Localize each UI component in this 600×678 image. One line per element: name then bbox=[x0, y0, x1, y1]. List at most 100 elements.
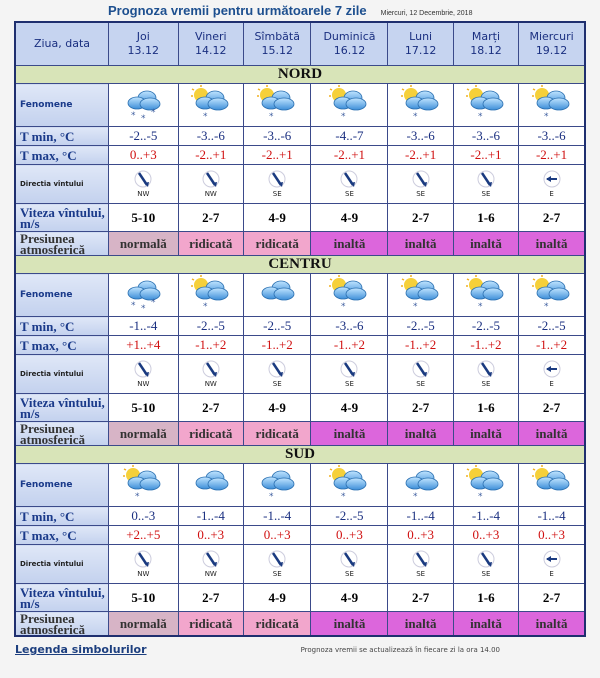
wind-arrow-icon bbox=[244, 550, 311, 570]
weather-icon-cell bbox=[177, 463, 244, 507]
vit-value: 2-7 bbox=[177, 203, 244, 232]
current-date: Miercuri, 12 Decembrie, 2018 bbox=[380, 10, 473, 17]
pr-value: inaltă bbox=[518, 611, 586, 637]
row-label: T min, °C bbox=[14, 506, 109, 526]
row-label: Presiunea atmosferică bbox=[14, 611, 109, 637]
wind-direction-cell: SE bbox=[387, 544, 454, 584]
wind-direction-label: NW bbox=[137, 190, 150, 198]
pr-value: normală bbox=[108, 231, 179, 256]
row-label: Directia vîntului bbox=[14, 164, 109, 204]
svg-text:*: * bbox=[413, 112, 418, 122]
sun-snow-weather-icon: * bbox=[327, 275, 371, 316]
cloud-snow-weather-icon: * bbox=[399, 470, 443, 506]
svg-text:*: * bbox=[269, 492, 274, 502]
day-name: Miercuri bbox=[529, 30, 574, 43]
row-label: Presiunea atmosferică bbox=[14, 421, 109, 446]
tmax-value: 0..+3 bbox=[518, 525, 586, 545]
pr-value: inaltă bbox=[452, 611, 520, 637]
vit-value: 4-9 bbox=[310, 393, 389, 422]
wind-direction-label: SE bbox=[272, 570, 282, 578]
sun-snow-weather-icon: * bbox=[530, 85, 574, 126]
svg-text:*: * bbox=[413, 302, 418, 312]
wind-direction-row: Directia vîntului NW NW SE SE SE SE E bbox=[14, 164, 586, 204]
tmax-row: T max, °C +1..+4 -1..+2 -1..+2 -1..+2 -1..+2-… bbox=[14, 335, 586, 355]
wind-arrow-icon bbox=[454, 550, 518, 570]
cloud-weather-icon bbox=[189, 470, 233, 506]
svg-text:*: * bbox=[203, 112, 208, 122]
tmin-value: -2..-5 bbox=[387, 316, 454, 336]
svg-text:*: * bbox=[131, 111, 136, 121]
weather-icon-cell: * * * bbox=[108, 273, 179, 317]
wind-arrow-icon bbox=[311, 550, 387, 570]
vit-value: 4-9 bbox=[310, 583, 389, 612]
phenomena-row: Fenomene * * * * * bbox=[14, 463, 586, 507]
row-label: Presiunea atmosferică bbox=[14, 231, 109, 256]
legend-link[interactable]: Legenda simbolurilor bbox=[15, 643, 147, 656]
tmin-value: -3..-6 bbox=[518, 126, 586, 146]
tmax-value: +1..+4 bbox=[108, 335, 179, 355]
page-footer: Legenda simbolurilor Prognoza vremii se … bbox=[0, 637, 600, 656]
wind-direction-label: SE bbox=[481, 380, 491, 388]
sun-snow-weather-icon: * bbox=[530, 275, 574, 316]
tmax-value: 0..+3 bbox=[242, 525, 312, 545]
phenomena-row: Fenomene * * * * * * * * bbox=[14, 273, 586, 317]
day-name: Sîmbătă bbox=[254, 30, 300, 43]
vit-value: 2-7 bbox=[518, 203, 586, 232]
sun-snow-weather-icon: * bbox=[189, 85, 233, 126]
wind-direction-label: NW bbox=[137, 380, 150, 388]
tmax-value: -1..+2 bbox=[387, 335, 454, 355]
sun-snow-weather-icon: * bbox=[255, 85, 299, 126]
pr-value: inaltă bbox=[387, 421, 454, 446]
tmax-value: -2..+1 bbox=[387, 145, 454, 165]
day-name: Luni bbox=[409, 30, 433, 43]
weather-icon-cell: * bbox=[242, 83, 312, 127]
svg-text:*: * bbox=[478, 112, 483, 122]
svg-text:*: * bbox=[203, 302, 208, 312]
wind-arrow-icon bbox=[109, 170, 178, 190]
tmax-value: -1..+2 bbox=[518, 335, 586, 355]
wind-direction-cell: E bbox=[518, 354, 586, 394]
weather-icon-cell: * bbox=[387, 463, 454, 507]
wind-arrow-icon bbox=[519, 360, 584, 380]
day-header: Joi 13.12 bbox=[108, 21, 179, 66]
vit-value: 5-10 bbox=[108, 583, 179, 612]
wind-direction-label: E bbox=[549, 380, 554, 388]
wind-direction-label: SE bbox=[272, 190, 282, 198]
weather-icon-cell: * bbox=[518, 273, 586, 317]
vit-value: 1-6 bbox=[452, 583, 520, 612]
vit-value: 2-7 bbox=[387, 583, 454, 612]
wind-direction-cell: E bbox=[518, 164, 586, 204]
svg-text:*: * bbox=[413, 492, 418, 502]
tmax-row: T max, °C 0..+3 -2..+1 -2..+1 -2..+1 -2..+1 -2… bbox=[14, 145, 586, 165]
wind-arrow-icon bbox=[109, 360, 178, 380]
wind-direction-label: NW bbox=[204, 190, 217, 198]
day-header: Marți 18.12 bbox=[452, 21, 520, 66]
wind-direction-cell: SE bbox=[310, 544, 389, 584]
pr-value: inaltă bbox=[387, 611, 454, 637]
tmin-value: -2..-5 bbox=[177, 316, 244, 336]
row-label: T max, °C bbox=[14, 145, 109, 165]
vit-value: 2-7 bbox=[387, 393, 454, 422]
pressure-row: Presiunea atmosferică normală ridicată ridi… bbox=[14, 231, 586, 256]
region-row: CENTRU bbox=[14, 255, 586, 274]
pr-value: inaltă bbox=[387, 231, 454, 256]
pr-value: ridicată bbox=[242, 611, 312, 637]
wind-direction-cell: SE bbox=[452, 354, 520, 394]
wind-direction-cell: NW bbox=[108, 544, 179, 584]
wind-direction-cell: NW bbox=[177, 354, 244, 394]
wind-direction-row: Directia vîntului NW NW SE SE SE SE E bbox=[14, 544, 586, 584]
tmin-value: -4..-7 bbox=[310, 126, 389, 146]
tmax-value: -1..+2 bbox=[177, 335, 244, 355]
row-label: Fenomene bbox=[14, 273, 109, 317]
wind-direction-cell: SE bbox=[387, 354, 454, 394]
tmin-value: -1..-4 bbox=[452, 506, 520, 526]
pr-value: normală bbox=[108, 421, 179, 446]
tmin-value: -1..-4 bbox=[108, 316, 179, 336]
pr-value: inaltă bbox=[518, 421, 586, 446]
wind-direction-label: SE bbox=[416, 190, 426, 198]
tmin-value: -2..-5 bbox=[518, 316, 586, 336]
header-label: Ziua, data bbox=[14, 21, 109, 66]
update-note: Prognoza vremii se actualizează în fieca… bbox=[300, 645, 500, 654]
row-label: Viteza vîntului, m/s bbox=[14, 393, 109, 422]
pr-value: inaltă bbox=[310, 421, 389, 446]
